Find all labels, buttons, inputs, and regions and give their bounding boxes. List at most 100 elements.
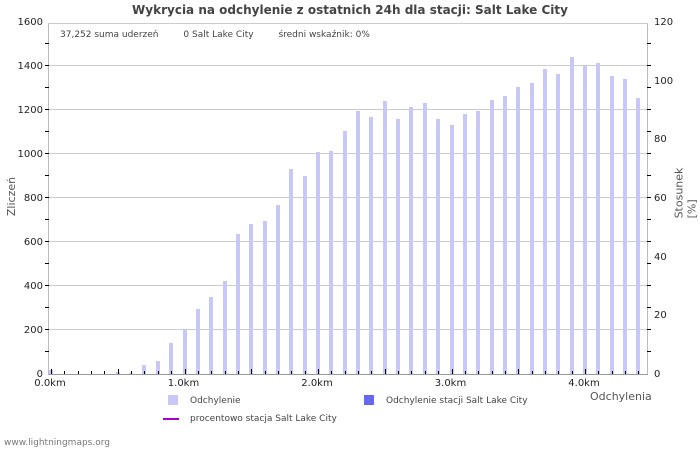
gridline xyxy=(49,197,647,198)
x-tick-mark xyxy=(91,371,93,374)
station-strikes: 0 Salt Lake City xyxy=(183,30,254,40)
bar xyxy=(636,97,641,374)
x-tick-mark xyxy=(157,371,159,374)
bar xyxy=(409,106,414,374)
left-tick-mark xyxy=(45,131,49,132)
left-tick-mark xyxy=(45,263,49,264)
left-tick-mark xyxy=(45,285,49,286)
bar xyxy=(529,82,534,374)
left-tick-label: 1600 xyxy=(17,17,43,28)
chart-title: Wykrycia na odchylenie z ostatnich 24h d… xyxy=(132,3,568,17)
x-tick-mark xyxy=(464,371,466,374)
x-tick-mark xyxy=(571,371,573,374)
bar xyxy=(195,309,200,374)
left-tick-label: 1400 xyxy=(17,61,43,72)
left-tick-mark xyxy=(45,307,49,308)
x-tick-mark xyxy=(424,371,426,374)
x-tick-mark xyxy=(504,371,506,374)
gridline xyxy=(49,109,647,110)
x-tick-mark xyxy=(344,371,346,374)
left-tick-label: 200 xyxy=(23,325,43,336)
right-tick-mark xyxy=(647,131,651,132)
x-tick-mark xyxy=(224,371,226,374)
right-tick-mark xyxy=(647,219,651,220)
x-tick-mark xyxy=(558,371,560,374)
left-tick-mark xyxy=(45,219,49,220)
right-tick-mark xyxy=(647,329,651,330)
bar xyxy=(235,234,240,374)
legend-label-station: Odchylenie stacji Salt Lake City xyxy=(386,396,528,406)
right-tick-mark xyxy=(647,241,651,242)
left-tick-label: 1000 xyxy=(17,149,43,160)
right-tick-mark xyxy=(647,263,651,264)
average-ratio: średni wskaźnik: 0% xyxy=(278,30,370,40)
right-tick-mark xyxy=(647,65,651,66)
right-tick-label: 100 xyxy=(654,75,674,87)
left-tick-label: 600 xyxy=(23,237,43,248)
left-tick-mark xyxy=(45,153,49,154)
left-tick-mark xyxy=(45,241,49,242)
right-tick-label: 0 xyxy=(654,369,661,380)
right-tick-mark xyxy=(647,307,651,308)
total-strikes: 37,252 suma uderzeń xyxy=(60,30,159,40)
legend-label-percent: procentowo stacja Salt Lake City xyxy=(190,414,337,424)
left-tick-label: 0 xyxy=(36,369,43,380)
x-tick-label: 4.0km xyxy=(568,378,600,389)
x-tick-mark xyxy=(237,371,239,374)
bar xyxy=(289,169,294,374)
right-axis-label: Stosunek [%] xyxy=(672,167,699,219)
right-tick-mark xyxy=(647,43,651,44)
right-tick-label: 40 xyxy=(654,251,667,263)
x-tick-mark xyxy=(171,371,173,374)
x-tick-label: 0.0km xyxy=(34,378,66,389)
right-tick-mark xyxy=(647,351,651,352)
x-tick-mark xyxy=(585,369,586,374)
x-tick-mark xyxy=(384,369,386,374)
x-tick-mark xyxy=(197,371,199,374)
x-tick-mark xyxy=(264,371,266,374)
left-tick-mark xyxy=(45,329,49,330)
bar xyxy=(596,62,601,374)
x-tick-mark xyxy=(451,369,453,374)
bar xyxy=(516,86,521,374)
bar xyxy=(249,224,254,374)
x-tick-mark xyxy=(398,371,400,374)
gridline xyxy=(49,153,647,154)
right-tick-mark xyxy=(647,109,651,110)
bar xyxy=(489,100,494,374)
bar xyxy=(275,204,280,374)
x-tick-mark xyxy=(491,371,493,374)
bar xyxy=(502,95,507,374)
x-tick-label: 2.0km xyxy=(301,378,333,389)
right-tick-label: 60 xyxy=(654,193,667,204)
x-tick-mark xyxy=(531,371,533,374)
x-tick-mark xyxy=(598,371,600,374)
legend-swatch-odchylenie xyxy=(168,395,178,405)
left-tick-mark xyxy=(45,109,49,110)
bar xyxy=(316,151,320,374)
bar xyxy=(569,57,574,374)
x-tick-mark xyxy=(291,371,293,374)
right-tick-label: 80 xyxy=(654,134,667,146)
x-tick-mark xyxy=(478,371,480,374)
bar xyxy=(382,101,387,374)
x-tick-mark xyxy=(371,371,373,374)
x-tick-mark xyxy=(638,371,640,374)
footer-credit: www.lightningmaps.org xyxy=(4,438,110,448)
right-tick-mark xyxy=(647,285,651,286)
x-tick-mark xyxy=(277,371,279,374)
left-tick-label: 800 xyxy=(23,193,43,204)
x-tick-mark xyxy=(518,369,520,374)
x-tick-mark xyxy=(358,371,360,374)
bar xyxy=(583,66,587,374)
right-tick-mark xyxy=(647,153,651,154)
x-tick-mark xyxy=(51,369,52,374)
x-tick-mark xyxy=(318,369,319,374)
bar xyxy=(155,360,160,374)
right-tick-mark xyxy=(647,197,651,198)
x-axis-label: Odchylenia xyxy=(590,390,652,403)
left-tick-mark xyxy=(45,175,49,176)
x-tick-mark xyxy=(104,371,106,374)
bar xyxy=(182,328,187,374)
bar xyxy=(329,150,334,374)
